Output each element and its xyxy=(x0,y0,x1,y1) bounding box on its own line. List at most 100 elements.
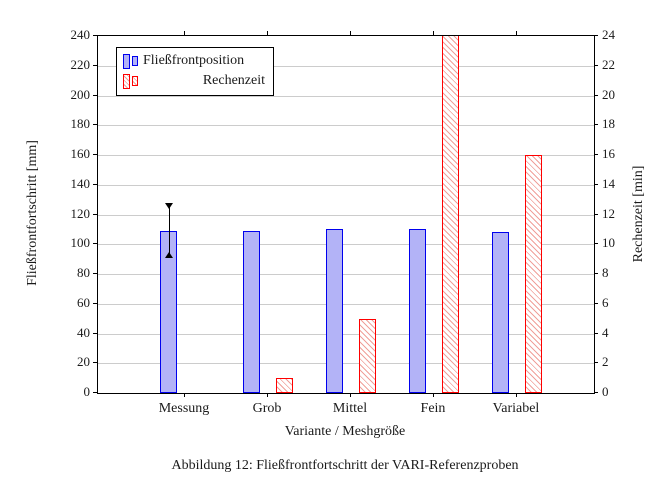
bar-flie-frontposition-grob xyxy=(243,230,260,393)
left-axis-tick xyxy=(93,302,97,304)
x-axis-tick-bottom xyxy=(433,393,434,397)
gridline xyxy=(98,95,594,97)
right-axis-tick xyxy=(594,213,598,215)
plot-area: Fließfrontposition Rechenzeit xyxy=(97,35,595,394)
right-axis-tick-label: 10 xyxy=(602,235,615,251)
left-axis-tick-label: 0 xyxy=(83,384,91,399)
gridline xyxy=(98,155,594,156)
bar-rechenzeit-fein xyxy=(442,36,459,393)
left-axis-tick xyxy=(93,362,97,364)
figure-caption: Abbildung 12: Fließfrontfortschritt der … xyxy=(171,458,519,473)
right-axis-tick xyxy=(594,183,598,185)
gridline xyxy=(98,333,594,335)
left-axis-tick-label: 140 xyxy=(70,175,91,191)
left-axis-tick xyxy=(93,154,97,155)
left-axis-tick-label: 100 xyxy=(70,235,91,251)
gridline xyxy=(98,214,594,216)
gridline xyxy=(98,274,594,275)
left-axis-tick-label: 160 xyxy=(70,146,91,161)
left-axis-tick-label: 240 xyxy=(70,27,91,42)
x-axis-category-label: Grob xyxy=(252,401,282,416)
right-axis-tick-label: 2 xyxy=(602,354,609,370)
left-axis-tick-label: 60 xyxy=(77,294,90,310)
right-axis-tick-label: 18 xyxy=(602,116,615,132)
x-axis-tick-bottom xyxy=(267,393,268,397)
legend-entry-fliessfrontposition: Fließfrontposition xyxy=(123,51,265,71)
gridline xyxy=(98,363,594,365)
right-axis-tick xyxy=(594,64,598,66)
right-axis-tick xyxy=(594,362,598,364)
right-axis-tick xyxy=(594,302,598,304)
error-bar-line xyxy=(168,202,170,258)
legend-marker-fliessfrontposition-icon xyxy=(123,53,140,69)
left-axis-tick-label: 180 xyxy=(70,116,91,132)
left-axis-tick xyxy=(93,35,97,36)
legend-label-fliessfrontposition: Fließfrontposition xyxy=(143,53,245,68)
left-axis-tick xyxy=(93,273,97,274)
right-axis-tick xyxy=(594,243,598,245)
legend-entry-rechenzeit: Rechenzeit xyxy=(123,71,265,91)
gridline xyxy=(98,65,594,67)
x-axis-tick-bottom xyxy=(516,393,517,397)
x-axis-category-label: Fein xyxy=(420,401,446,416)
left-axis-title: Fließfrontfortschritt [mm] xyxy=(25,140,40,286)
legend-marker-rechenzeit-icon xyxy=(123,73,140,89)
right-axis-tick xyxy=(594,35,598,36)
bar-flie-frontposition-variabel xyxy=(492,232,509,393)
right-axis-tick-label: 22 xyxy=(602,56,615,72)
right-axis-tick xyxy=(594,94,598,96)
bar-flie-frontposition-mittel xyxy=(326,229,343,393)
right-axis-tick-label: 6 xyxy=(602,294,609,310)
right-axis-tick-label: 4 xyxy=(602,324,609,340)
x-axis-tick-bottom xyxy=(184,393,185,397)
bar-flie-frontposition-fein xyxy=(409,229,426,393)
right-axis-tick-label: 0 xyxy=(602,384,609,399)
x-axis-category-label: Variabel xyxy=(492,401,540,416)
x-axis-tick-top xyxy=(516,31,517,35)
left-axis-tick-label: 40 xyxy=(77,324,90,340)
left-axis-tick-label: 80 xyxy=(77,265,90,280)
x-axis-tick-bottom xyxy=(350,393,351,397)
gridline xyxy=(98,184,594,186)
x-axis-title: Variante / Meshgröße xyxy=(284,424,406,439)
left-axis-tick xyxy=(93,392,97,393)
right-axis-tick xyxy=(594,392,598,393)
left-axis-tick xyxy=(93,124,97,126)
gridline xyxy=(98,244,594,246)
right-axis-tick xyxy=(594,124,598,126)
left-axis-tick xyxy=(93,243,97,245)
x-axis-category-label: Mittel xyxy=(332,401,368,416)
gridline xyxy=(98,303,594,305)
left-axis-tick-label: 20 xyxy=(77,354,90,370)
bar-rechenzeit-grob xyxy=(276,378,293,393)
right-axis-tick xyxy=(594,154,598,155)
right-axis-tick-label: 8 xyxy=(602,265,609,280)
right-axis-tick xyxy=(594,332,598,334)
x-axis-tick-top xyxy=(184,31,185,35)
legend-label-rechenzeit: Rechenzeit xyxy=(202,73,265,88)
right-axis-tick xyxy=(594,273,598,274)
left-axis-tick-label: 200 xyxy=(70,86,91,102)
right-axis-tick-label: 12 xyxy=(602,205,615,221)
right-axis-tick-label: 24 xyxy=(602,27,615,42)
right-axis-tick-label: 14 xyxy=(602,175,615,191)
left-axis-tick xyxy=(93,94,97,96)
error-bar-cap-top xyxy=(165,202,173,209)
left-axis-tick xyxy=(93,332,97,334)
left-axis-tick xyxy=(93,64,97,66)
x-axis-tick-top xyxy=(267,31,268,35)
error-bar-cap-bottom xyxy=(165,251,173,258)
gridline xyxy=(98,125,594,127)
left-axis-tick-label: 120 xyxy=(70,205,91,221)
x-axis-tick-top xyxy=(350,31,351,35)
right-axis-tick-label: 20 xyxy=(602,86,615,102)
left-axis-tick-label: 220 xyxy=(70,56,91,72)
left-axis-tick xyxy=(93,213,97,215)
bar-rechenzeit-mittel xyxy=(359,318,376,393)
x-axis-category-label: Messung xyxy=(158,401,210,416)
legend: Fließfrontposition Rechenzeit xyxy=(116,47,274,96)
left-axis-tick xyxy=(93,183,97,185)
bar-rechenzeit-variabel xyxy=(525,155,542,393)
x-axis-tick-top xyxy=(433,31,434,35)
